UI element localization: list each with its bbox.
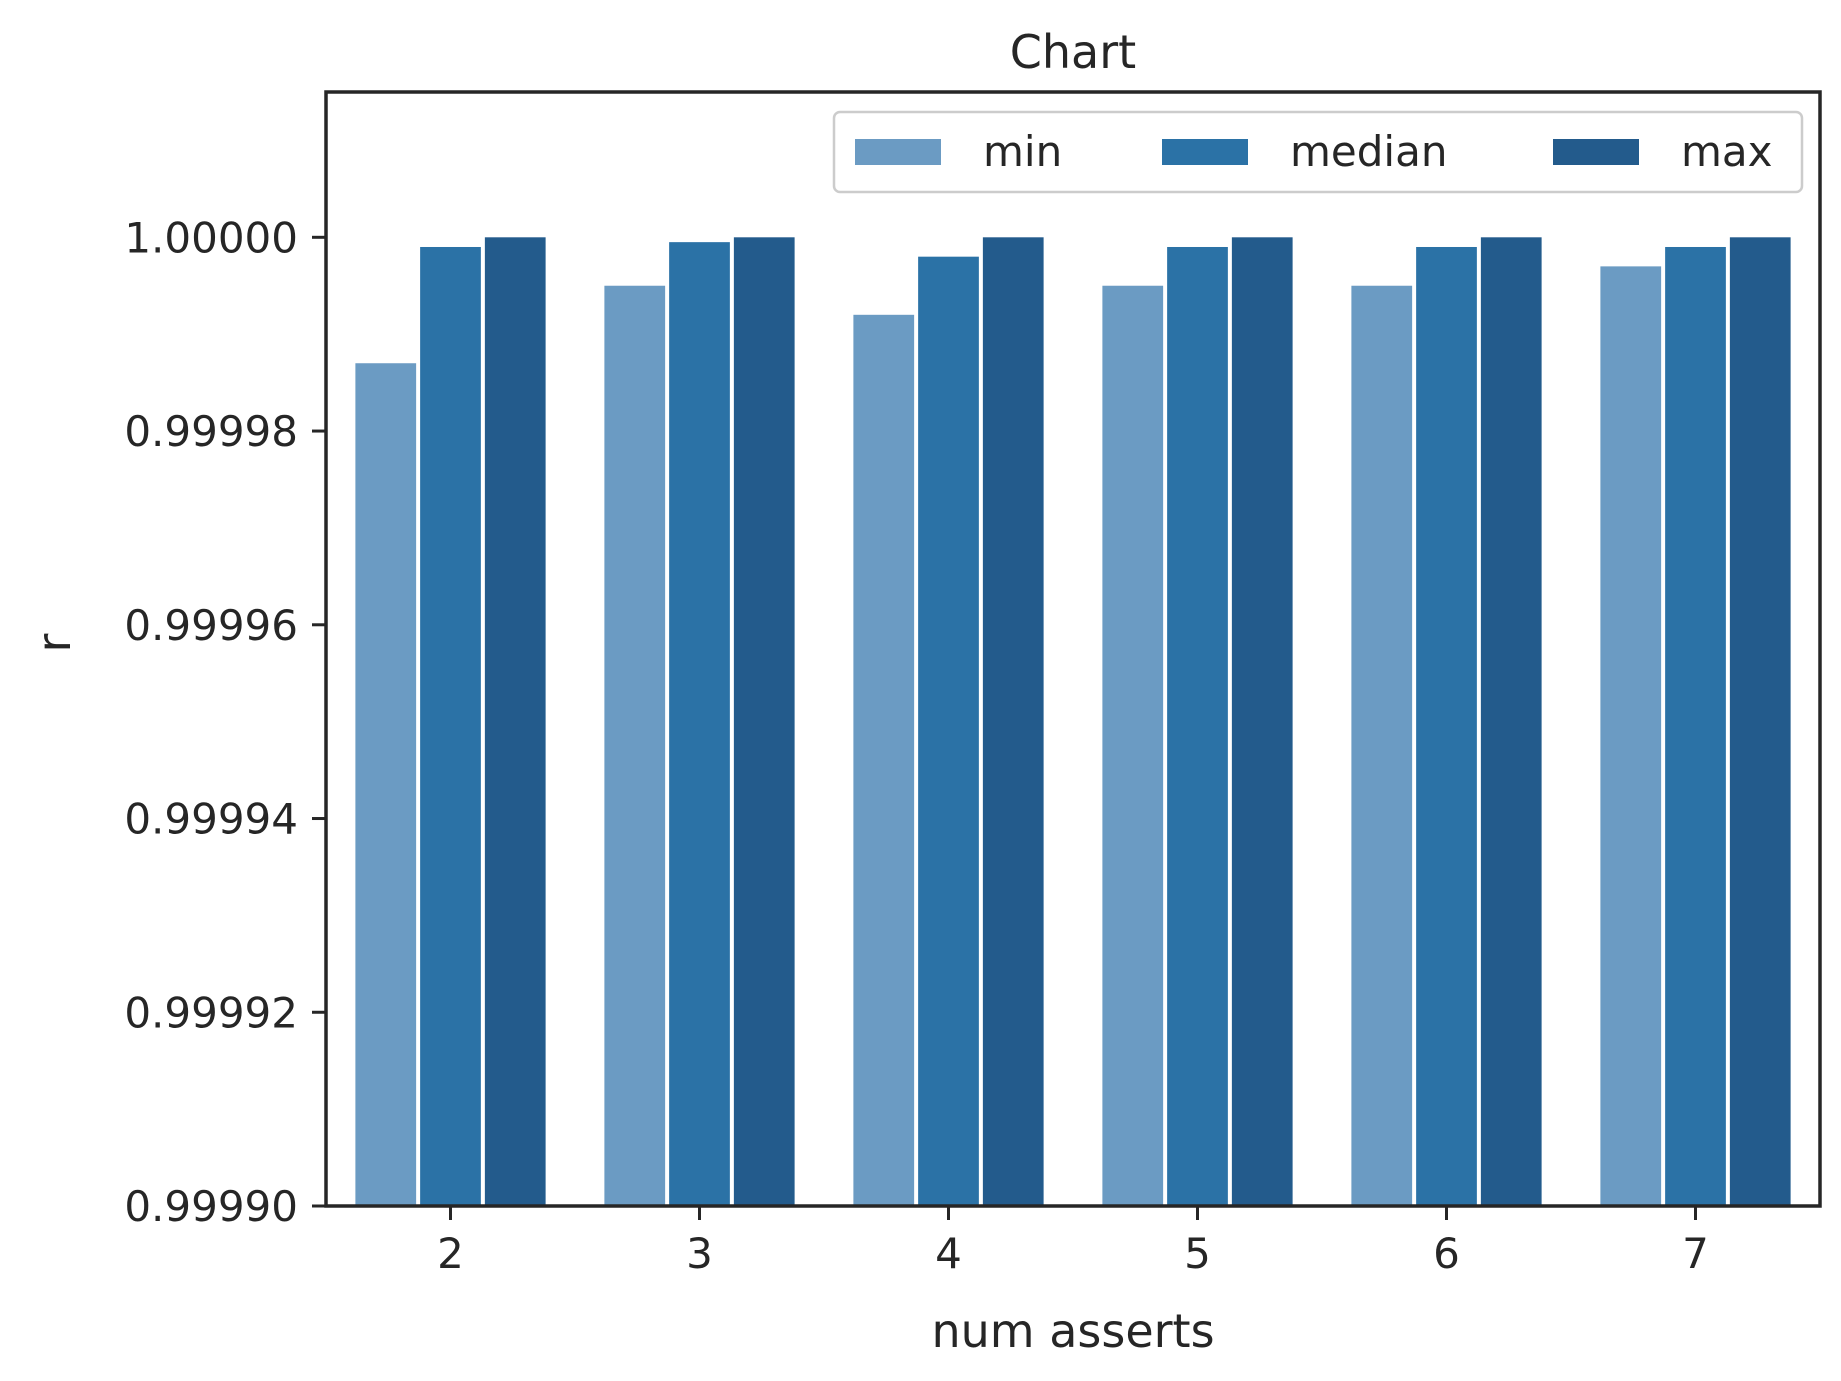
x-tick-label: 6: [1433, 1229, 1460, 1278]
y-tick-label: 0.99994: [124, 795, 298, 844]
bar-max-2: [484, 237, 546, 1207]
bar-min-6: [1351, 285, 1413, 1206]
bar-median-7: [1665, 246, 1726, 1206]
bar-max-6: [1480, 237, 1542, 1207]
y-tick-label: 0.99990: [124, 1182, 298, 1231]
legend: min median max: [832, 110, 1804, 194]
bar-min-7: [1600, 266, 1662, 1206]
legend-label-median: median: [1290, 127, 1447, 176]
y-tick-label: 0.99992: [124, 988, 298, 1037]
x-tick-label: 7: [1682, 1229, 1709, 1278]
bar-median-3: [669, 242, 730, 1206]
x-tick-label: 2: [437, 1229, 464, 1278]
bar-max-4: [982, 237, 1044, 1207]
bar-min-4: [853, 314, 915, 1206]
legend-swatch-max: [1553, 139, 1639, 165]
bar-max-5: [1231, 237, 1293, 1207]
chart-title: Chart: [1010, 25, 1136, 79]
y-tick-label: 1.00000: [124, 213, 298, 262]
bars: [355, 237, 1791, 1207]
legend-swatch-median: [1162, 139, 1248, 165]
bar-median-6: [1416, 246, 1477, 1206]
bar-max-7: [1729, 237, 1791, 1207]
bar-median-5: [1167, 246, 1228, 1206]
x-tick-label: 3: [686, 1229, 713, 1278]
legend-box: [832, 110, 1804, 194]
y-tick-label: 0.99998: [124, 407, 298, 456]
bar-max-3: [733, 237, 795, 1207]
bar-min-5: [1102, 285, 1164, 1206]
bar-min-3: [604, 285, 666, 1206]
plot-frame: [324, 90, 1822, 1208]
y-axis-label: r: [27, 633, 81, 652]
bar-median-4: [918, 256, 979, 1207]
legend-swatch-min: [855, 139, 941, 165]
x-tick-label: 5: [1184, 1229, 1211, 1278]
legend-label-min: min: [983, 127, 1062, 176]
x-tick-label: 4: [935, 1229, 962, 1278]
legend-label-max: max: [1681, 127, 1773, 176]
x-axis-label: num asserts: [931, 1304, 1214, 1358]
axis-ticks: 2 3 4 5 6 7 0.99990 0.99992 0.99994 0.99996 0.9999…: [124, 213, 1709, 1278]
bar-min-2: [355, 363, 417, 1207]
y-tick-label: 0.99996: [124, 601, 298, 650]
bar-median-2: [420, 246, 481, 1206]
